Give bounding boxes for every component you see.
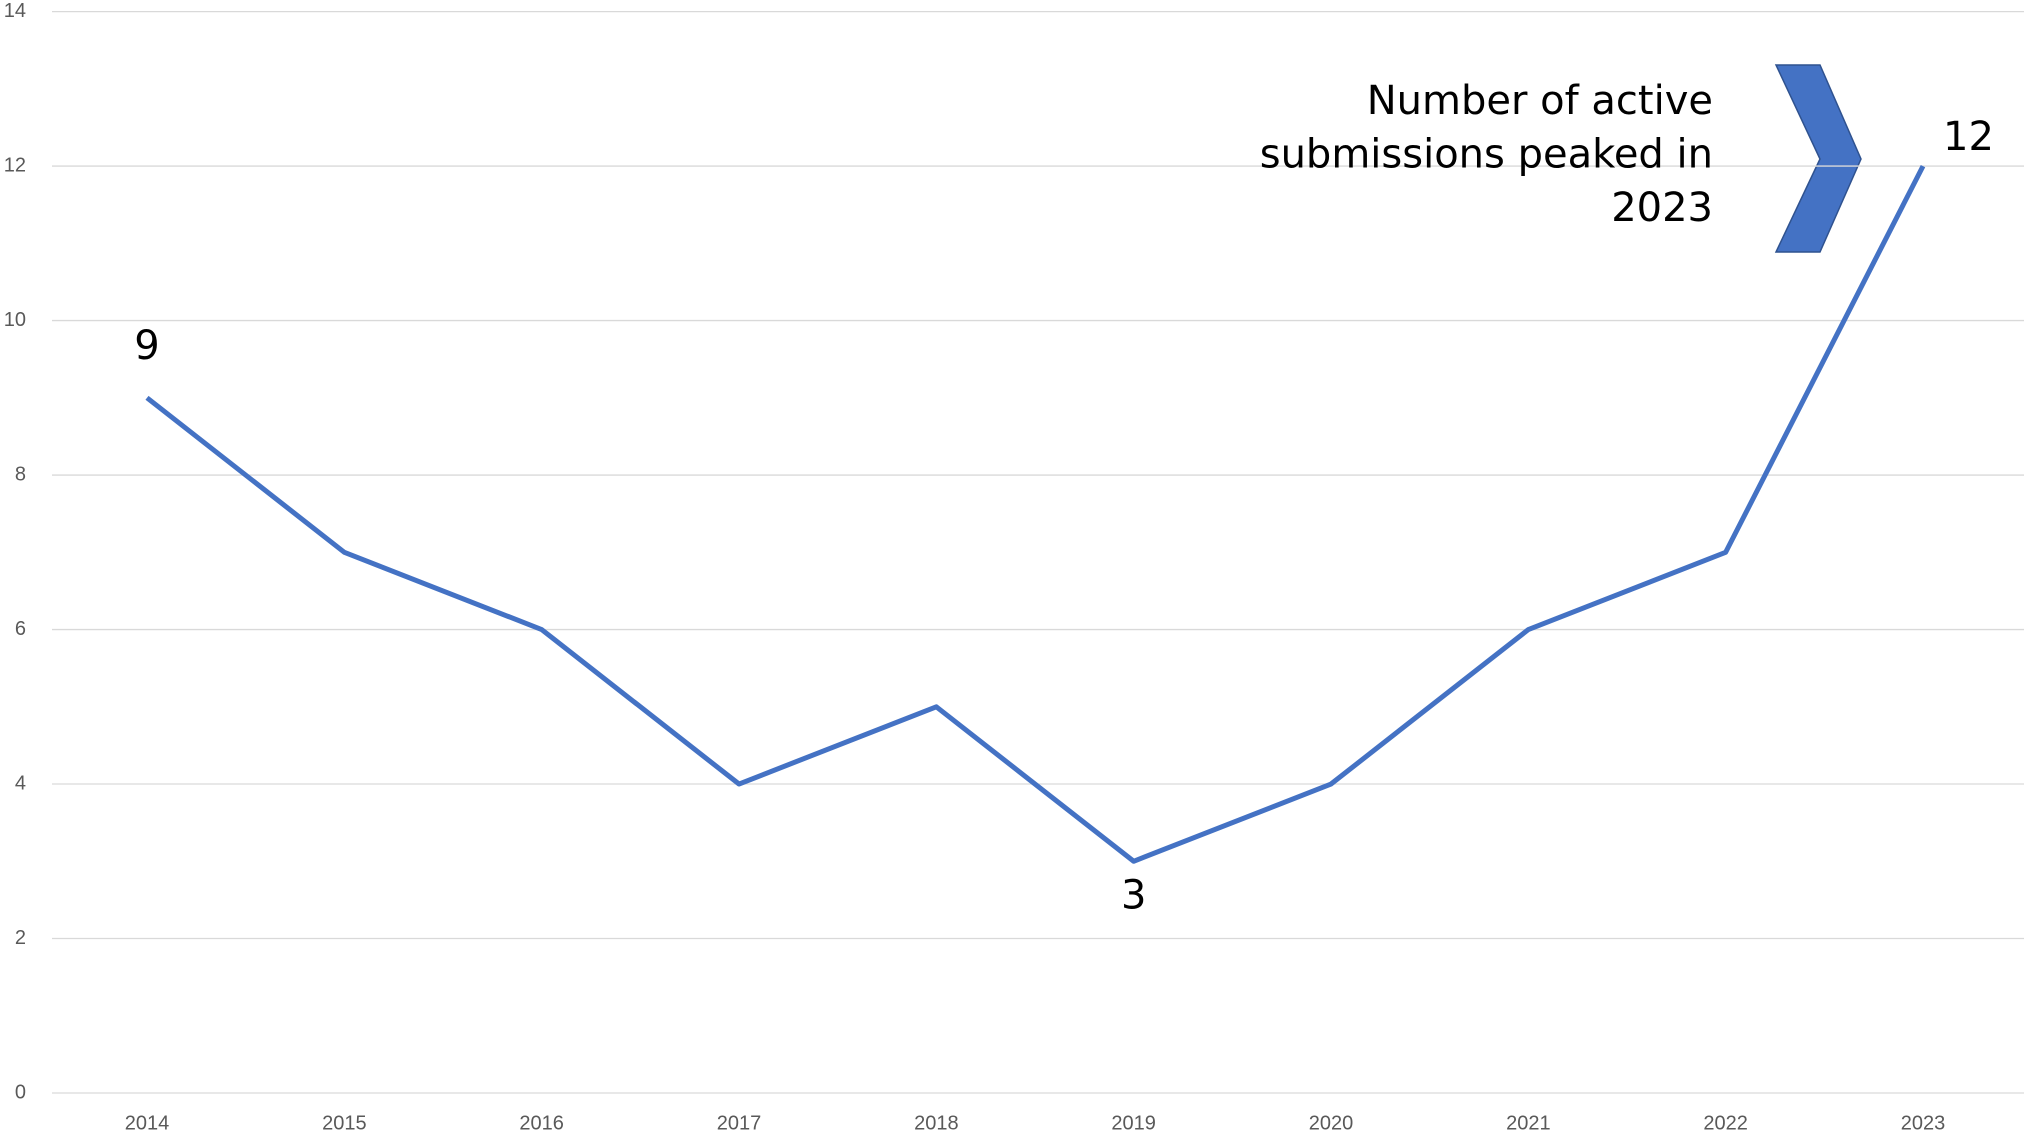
y-tick-label: 4 <box>15 772 26 794</box>
x-tick-label: 2020 <box>1309 1112 1354 1134</box>
y-tick-label: 14 <box>4 0 26 22</box>
annotation: 2023 <box>1611 185 1713 231</box>
chevron-arrow <box>1774 64 1862 253</box>
x-tick-label: 2018 <box>914 1112 959 1134</box>
x-tick-label: 2016 <box>519 1112 564 1134</box>
y-tick-label: 6 <box>15 618 26 640</box>
data-label: 9 <box>134 323 159 369</box>
data-label: 3 <box>1121 872 1146 918</box>
y-tick-label: 10 <box>4 309 26 331</box>
annotation: submissions peaked in <box>1260 132 1713 178</box>
annotation: Number of active <box>1367 78 1713 124</box>
y-tick-label: 12 <box>4 154 26 176</box>
y-tick-label: 8 <box>15 463 26 485</box>
x-tick-label: 2015 <box>322 1112 367 1134</box>
x-tick-label: 2021 <box>1506 1112 1551 1134</box>
x-tick-label: 2017 <box>717 1112 762 1134</box>
y-tick-label: 0 <box>15 1081 26 1103</box>
y-tick-label: 2 <box>15 927 26 949</box>
x-tick-label: 2023 <box>1901 1112 1946 1134</box>
x-tick-label: 2022 <box>1703 1112 1748 1134</box>
data-label: 12 <box>1943 114 1994 160</box>
x-tick-label: 2019 <box>1111 1112 1156 1134</box>
x-tick-label: 2014 <box>125 1112 170 1134</box>
data-line <box>145 164 1926 864</box>
